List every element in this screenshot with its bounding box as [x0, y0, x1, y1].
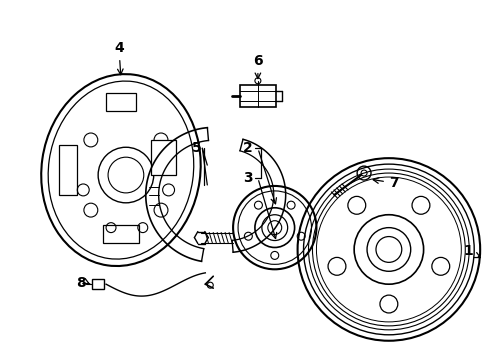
Text: 7: 7 [372, 176, 398, 190]
Polygon shape [150, 140, 175, 175]
FancyBboxPatch shape [106, 93, 136, 111]
Text: 4: 4 [114, 41, 123, 75]
Text: 2: 2 [243, 141, 252, 155]
Polygon shape [60, 145, 77, 195]
Text: 8: 8 [76, 276, 86, 290]
Text: 6: 6 [253, 54, 262, 78]
Text: 1: 1 [462, 244, 479, 258]
Text: 5: 5 [191, 141, 201, 155]
Text: 3: 3 [243, 171, 252, 185]
Polygon shape [92, 279, 104, 289]
Polygon shape [103, 225, 139, 243]
Polygon shape [240, 85, 275, 107]
